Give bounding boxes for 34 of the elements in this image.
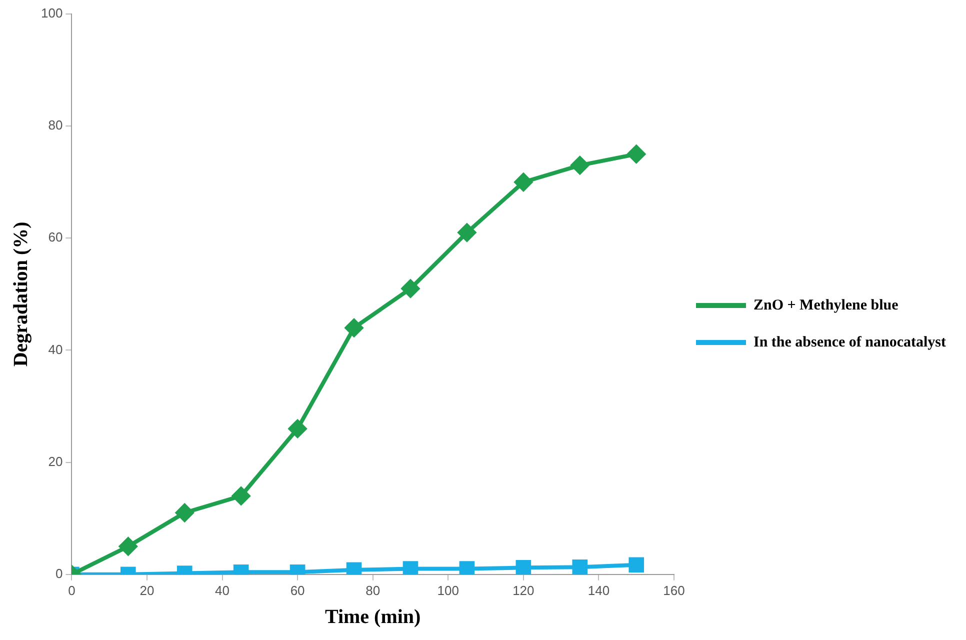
- point: [458, 224, 476, 242]
- y-tick-label: 100: [40, 6, 63, 21]
- legend-label: In the absence of nanocatalyst: [754, 334, 946, 350]
- point: [288, 420, 307, 438]
- point: [516, 560, 532, 574]
- x-tick-label: 0: [68, 582, 76, 598]
- x-tick-label: 120: [512, 582, 534, 598]
- point: [402, 561, 418, 574]
- y-tick-label: 20: [48, 454, 63, 469]
- y-axis-title: Degradation (%): [10, 222, 32, 367]
- x-tick-label: 80: [366, 582, 380, 598]
- x-tick-label: 40: [215, 582, 230, 598]
- point: [570, 156, 589, 174]
- point: [459, 561, 475, 574]
- x-tick-label: 140: [588, 582, 610, 598]
- x-tick-label: 160: [663, 582, 685, 598]
- point: [176, 504, 194, 522]
- point: [232, 486, 250, 505]
- point: [514, 173, 532, 192]
- x-tick-label: 100: [437, 582, 459, 598]
- point: [627, 145, 646, 164]
- y-tick-label: 60: [48, 230, 63, 245]
- y-tick-label: 80: [48, 118, 63, 133]
- legend-label: ZnO + Methylene blue: [754, 297, 899, 314]
- point: [345, 318, 364, 337]
- point: [119, 537, 138, 556]
- x-tick-label: 60: [290, 582, 305, 598]
- x-axis-title: Time (min): [324, 606, 421, 628]
- y-tick-label: 40: [48, 342, 63, 357]
- y-tick-label: 0: [55, 566, 63, 581]
- point: [628, 557, 644, 573]
- x-tick-label: 20: [140, 582, 154, 598]
- point: [572, 559, 588, 574]
- point: [401, 280, 420, 298]
